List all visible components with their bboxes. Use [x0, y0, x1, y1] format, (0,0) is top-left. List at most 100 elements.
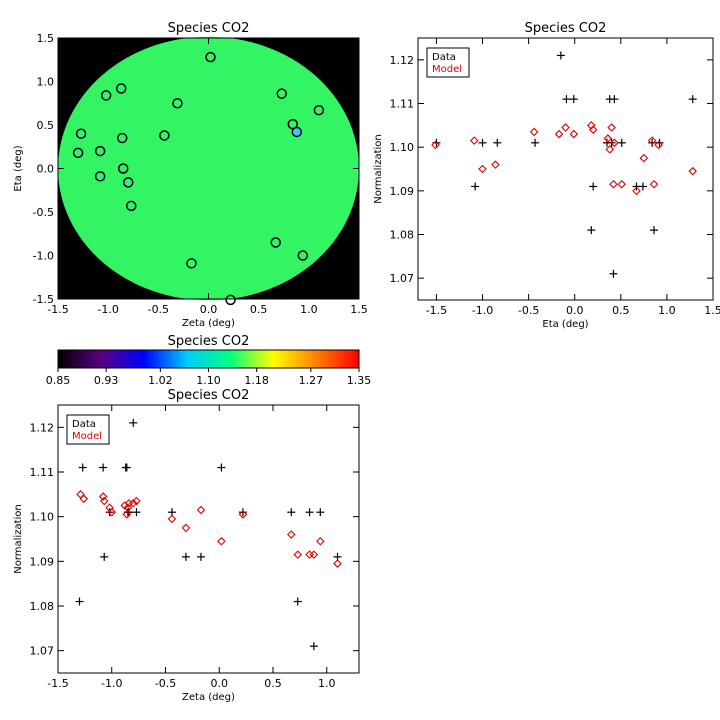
map-point — [276, 88, 287, 99]
model-point-diamond — [333, 559, 342, 568]
model-point-diamond — [688, 166, 697, 176]
legend-data-label: Data — [432, 52, 456, 63]
y-tick-label: 0.5 — [37, 119, 55, 132]
data-point-plus — [309, 642, 318, 651]
data-point-plus — [293, 597, 302, 606]
x-axis-label: Zeta (deg) — [182, 318, 235, 329]
y-tick-label: -1.5 — [33, 293, 54, 306]
model-point-diamond — [107, 507, 117, 517]
y-tick-label: 0.0 — [37, 163, 55, 176]
map-point — [125, 200, 137, 212]
x-tick-label: -1.0 — [472, 304, 493, 317]
map-point — [225, 294, 236, 306]
x-tick-label: 1.5 — [704, 304, 720, 317]
detector-disk — [58, 36, 359, 301]
data-point-plus — [638, 182, 647, 191]
colorbar-tick-label: 1.18 — [244, 374, 269, 387]
y-tick-label: 1.10 — [390, 141, 415, 154]
model-point-diamond — [238, 510, 248, 519]
model-point-diamond — [469, 136, 479, 145]
data-point-plus — [305, 508, 314, 517]
model-point-diamond — [293, 550, 303, 559]
map-point — [186, 258, 197, 269]
x-tick-label: -1.5 — [47, 677, 68, 690]
colorbar-tick-label: 0.93 — [94, 374, 119, 387]
x-tick-label: 1.0 — [300, 303, 318, 316]
data-point-plus — [617, 138, 626, 147]
y-tick-label: 1.5 — [37, 32, 55, 45]
map-point — [94, 171, 106, 182]
model-point-diamond — [316, 536, 325, 546]
x-tick-label: 0.5 — [250, 303, 268, 316]
data-point-plus — [478, 138, 487, 147]
model-point-diamond — [617, 180, 627, 189]
legend-data-label: Data — [72, 419, 96, 430]
model-point-diamond — [605, 145, 615, 154]
model-point-diamond — [610, 138, 619, 148]
model-point-diamond — [305, 550, 314, 559]
legend-model-label: Model — [72, 431, 102, 442]
data-point-plus — [471, 182, 480, 191]
x-tick-label: -1.0 — [97, 303, 118, 316]
colorbar-tick-label: 1.27 — [299, 374, 324, 387]
map-point — [122, 177, 134, 188]
x-tick-label: 0.0 — [211, 677, 229, 690]
x-tick-label: 0.0 — [566, 304, 584, 317]
model-point-diamond — [196, 505, 206, 515]
data-point-plus — [589, 182, 598, 191]
data-point-plus — [531, 138, 540, 147]
y-axis-label: Eta (deg) — [13, 145, 24, 191]
x-axis-label: Zeta (deg) — [182, 692, 235, 703]
model-point-diamond — [588, 125, 598, 134]
y-tick-label: 1.0 — [37, 76, 55, 89]
data-point-plus — [287, 508, 296, 517]
model-point-diamond — [632, 186, 641, 196]
model-point-diamond — [99, 496, 109, 506]
y-tick-label: 1.12 — [390, 54, 415, 67]
model-point-diamond — [167, 514, 177, 524]
model-point-diamond — [478, 164, 487, 174]
map-point — [94, 145, 106, 157]
data-point-plus — [75, 597, 84, 606]
y-axis-label: Normalization — [13, 504, 24, 574]
model-point-diamond — [554, 129, 564, 139]
chart-title: Species CO2 — [525, 21, 607, 36]
model-point-diamond — [132, 496, 141, 506]
legend-model-label: Model — [432, 64, 462, 75]
map-point — [270, 237, 281, 248]
colorbar — [57, 349, 360, 369]
x-tick-label: -1.5 — [426, 304, 447, 317]
x-tick-label: 1.0 — [318, 677, 336, 690]
y-tick-label: 1.09 — [30, 555, 55, 568]
map-point — [291, 126, 303, 138]
data-point-plus — [238, 508, 247, 517]
data-point-plus — [100, 552, 109, 561]
chart-title: Species CO2 — [168, 21, 250, 36]
plot-frame — [417, 37, 714, 301]
model-point-diamond — [123, 503, 133, 513]
colorbar-tick-label: 0.85 — [46, 374, 71, 387]
legend-box — [66, 414, 110, 445]
model-point-diamond — [286, 530, 296, 539]
map-point — [172, 98, 183, 109]
x-tick-label: -0.5 — [518, 304, 539, 317]
model-point-diamond — [217, 536, 226, 546]
map-point — [72, 147, 84, 159]
model-point-diamond — [587, 121, 596, 130]
chart-title: Species CO2 — [168, 388, 250, 403]
model-point-diamond — [647, 136, 657, 145]
x-axis-label: Eta (deg) — [542, 319, 588, 330]
x-tick-label: -0.5 — [155, 677, 176, 690]
model-point-diamond — [654, 140, 663, 150]
data-point-plus — [688, 95, 697, 104]
data-point-plus — [132, 508, 141, 517]
map-point — [205, 51, 216, 63]
model-point-diamond — [649, 180, 659, 189]
y-tick-label: 1.08 — [390, 229, 415, 242]
data-point-plus — [181, 552, 190, 561]
colorbar-title: Species CO2 — [168, 334, 250, 349]
map-point — [313, 104, 325, 116]
data-point-plus — [610, 95, 619, 104]
x-tick-label: 1.5 — [350, 303, 368, 316]
model-point-diamond — [609, 180, 618, 189]
